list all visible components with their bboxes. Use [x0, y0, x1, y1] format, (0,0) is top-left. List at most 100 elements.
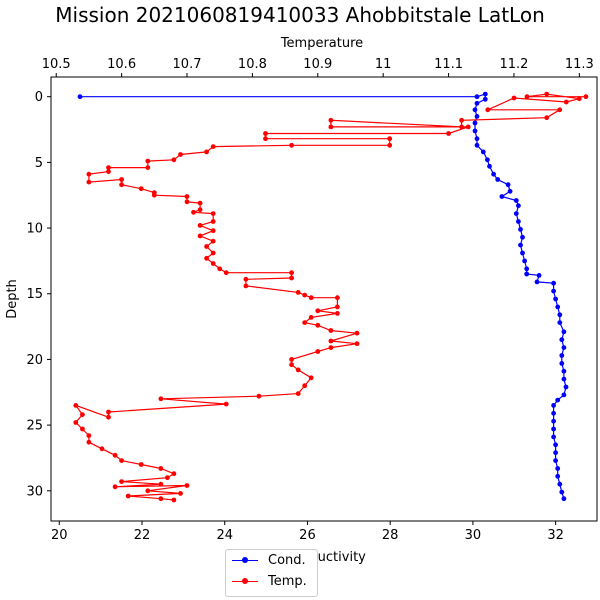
y-tick-label: 20	[26, 353, 43, 368]
data-point-cond	[513, 198, 519, 203]
data-point-cond	[561, 345, 567, 350]
data-point-temp	[563, 99, 569, 105]
plot-area	[73, 91, 589, 503]
top-tick-label: 10.7	[173, 57, 202, 72]
data-point-temp	[204, 244, 210, 249]
data-point-temp	[119, 458, 124, 463]
data-point-temp	[459, 117, 464, 123]
y-tick-label: 10	[26, 222, 43, 237]
data-point-temp	[119, 177, 124, 182]
data-point-cond	[557, 320, 563, 325]
data-point-cond	[482, 91, 488, 97]
data-point-cond	[499, 194, 505, 199]
top-tick-label: 10.5	[42, 57, 71, 72]
data-point-cond	[555, 466, 561, 471]
data-point-temp	[335, 311, 340, 316]
data-point-temp	[191, 209, 196, 215]
plot-frame	[50, 76, 598, 522]
data-point-cond	[559, 361, 565, 366]
data-point-temp	[197, 223, 203, 228]
data-point-temp	[308, 375, 314, 381]
data-point-temp	[243, 276, 249, 282]
data-point-temp	[511, 95, 517, 101]
data-point-temp	[112, 484, 118, 490]
data-point-temp	[178, 152, 183, 157]
data-point-temp	[335, 304, 340, 310]
data-point-cond	[534, 279, 540, 285]
data-point-temp	[263, 136, 268, 142]
data-point-cond	[557, 481, 563, 487]
data-point-temp	[328, 328, 334, 333]
data-point-temp	[302, 292, 308, 298]
data-point-temp	[106, 165, 111, 171]
data-point-temp	[302, 320, 308, 325]
data-point-cond	[507, 188, 513, 194]
data-point-temp	[557, 107, 563, 113]
data-point-temp	[223, 270, 229, 276]
y-tick-label: 30	[26, 484, 43, 499]
data-point-temp	[145, 158, 151, 164]
data-point-cond	[472, 107, 478, 113]
data-point-temp	[289, 275, 294, 281]
data-point-temp	[171, 157, 177, 163]
data-point-cond	[551, 418, 556, 424]
data-point-cond	[561, 376, 567, 382]
data-point-cond	[485, 157, 490, 163]
bottom-tick-label: 20	[51, 528, 68, 543]
y-tick-label: 15	[26, 287, 43, 302]
data-point-temp	[354, 330, 360, 336]
data-point-temp	[295, 290, 301, 295]
data-point-temp	[315, 322, 321, 328]
data-point-cond	[482, 96, 488, 102]
data-point-temp	[308, 295, 314, 301]
data-point-cond	[555, 397, 561, 403]
data-point-temp	[465, 124, 471, 130]
data-point-cond	[524, 271, 530, 277]
data-point-temp	[459, 124, 464, 130]
data-point-cond	[559, 489, 565, 495]
data-point-cond	[474, 100, 480, 106]
data-point-cond	[77, 94, 83, 100]
bottom-tick-label: 28	[382, 528, 399, 543]
y-tick-label: 25	[26, 419, 43, 434]
data-point-cond	[495, 177, 501, 182]
data-point-cond	[561, 496, 567, 502]
data-point-cond	[522, 258, 527, 264]
data-point-temp	[86, 171, 92, 177]
data-point-temp	[217, 266, 223, 272]
data-point-temp	[295, 367, 301, 373]
series-line-cond	[80, 93, 567, 499]
data-point-cond	[505, 182, 511, 188]
data-point-temp	[295, 391, 301, 396]
top-tick-label: 11.1	[434, 57, 463, 72]
data-point-temp	[354, 341, 360, 347]
data-point-temp	[145, 488, 151, 494]
data-point-cond	[518, 242, 523, 248]
data-point-cond	[516, 219, 521, 224]
legend-item-temp: Temp.	[226, 571, 317, 592]
legend-label-cond: Cond.	[268, 553, 306, 568]
data-point-cond	[474, 142, 480, 148]
data-point-cond	[524, 266, 530, 272]
data-point-temp	[171, 471, 177, 477]
data-point-cond	[553, 450, 558, 456]
data-point-temp	[73, 420, 79, 425]
data-point-cond	[551, 280, 556, 286]
data-point-cond	[557, 312, 563, 318]
data-point-temp	[86, 179, 92, 185]
data-point-cond	[491, 171, 496, 177]
data-point-temp	[106, 169, 111, 175]
data-point-temp	[210, 211, 216, 217]
data-point-cond	[480, 149, 486, 155]
data-point-cond	[520, 234, 525, 240]
data-point-temp	[112, 452, 118, 458]
top-tick-label: 11	[375, 57, 392, 72]
data-point-cond	[516, 203, 521, 209]
data-point-temp	[138, 462, 144, 467]
data-point-temp	[315, 349, 321, 354]
temp-legend-marker	[242, 578, 248, 584]
data-point-temp	[204, 255, 210, 261]
data-point-temp	[80, 426, 85, 432]
data-point-temp	[289, 142, 294, 148]
